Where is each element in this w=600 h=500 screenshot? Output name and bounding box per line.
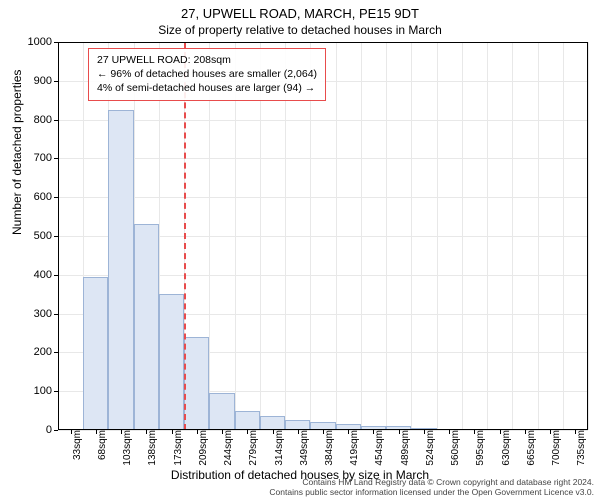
x-tick-label: 489sqm <box>396 430 411 466</box>
annotation-line-3: 4% of semi-detached houses are larger (9… <box>97 81 317 95</box>
x-tick-label: 349sqm <box>295 430 310 466</box>
x-tick-label: 244sqm <box>219 430 234 466</box>
chart-plot-area: 0100200300400500600700800900100033sqm68s… <box>58 42 588 430</box>
y-axis-line <box>58 42 59 430</box>
x-tick-label: 700sqm <box>547 430 562 466</box>
x-tick-label: 454sqm <box>370 430 385 466</box>
grid-line-h <box>58 197 588 198</box>
histogram-bar <box>209 393 234 430</box>
y-tick-label: 100 <box>34 385 58 397</box>
x-tick-label: 138sqm <box>143 430 158 466</box>
x-tick-label: 279sqm <box>244 430 259 466</box>
histogram-bar <box>108 110 133 430</box>
x-tick-label: 560sqm <box>446 430 461 466</box>
y-tick-label: 600 <box>34 191 58 203</box>
chart-subtitle: Size of property relative to detached ho… <box>0 21 600 37</box>
annotation-line-1: 27 UPWELL ROAD: 208sqm <box>97 53 317 67</box>
x-tick-label: 524sqm <box>421 430 436 466</box>
histogram-bar <box>159 294 184 430</box>
annotation-box: 27 UPWELL ROAD: 208sqm← 96% of detached … <box>88 48 326 101</box>
y-tick-label: 400 <box>34 269 58 281</box>
grid-line-v <box>588 42 589 430</box>
histogram-bar <box>83 277 108 430</box>
x-tick-label: 103sqm <box>118 430 133 466</box>
x-tick-label: 33sqm <box>68 430 83 460</box>
y-tick-label: 900 <box>34 75 58 87</box>
x-tick-label: 735sqm <box>572 430 587 466</box>
grid-line-v <box>512 42 513 430</box>
grid-line-v <box>462 42 463 430</box>
grid-line-v <box>487 42 488 430</box>
y-tick-label: 700 <box>34 152 58 164</box>
y-tick-label: 0 <box>46 424 58 436</box>
footer-line-1: Contains HM Land Registry data © Crown c… <box>269 477 594 488</box>
x-tick-label: 173sqm <box>169 430 184 466</box>
histogram-bar <box>235 411 260 430</box>
grid-line-v <box>386 42 387 430</box>
grid-line-v <box>538 42 539 430</box>
x-tick-label: 209sqm <box>194 430 209 466</box>
y-tick-label: 1000 <box>28 36 58 48</box>
grid-line-h <box>58 120 588 121</box>
x-tick-label: 630sqm <box>497 430 512 466</box>
x-tick-label: 665sqm <box>522 430 537 466</box>
grid-line-v <box>361 42 362 430</box>
x-tick-label: 68sqm <box>93 430 108 460</box>
grid-line-h <box>58 158 588 159</box>
x-axis-line <box>58 429 588 430</box>
y-tick-label: 300 <box>34 308 58 320</box>
x-tick-label: 419sqm <box>345 430 360 466</box>
y-tick-label: 200 <box>34 346 58 358</box>
chart-title: 27, UPWELL ROAD, MARCH, PE15 9DT <box>0 0 600 21</box>
footer-attribution: Contains HM Land Registry data © Crown c… <box>269 477 594 498</box>
footer-line-2: Contains public sector information licen… <box>269 487 594 498</box>
histogram-bar <box>134 224 159 430</box>
annotation-line-2: ← 96% of detached houses are smaller (2,… <box>97 67 317 81</box>
histogram-bar <box>260 416 285 430</box>
x-tick-label: 314sqm <box>270 430 285 466</box>
y-axis-label: Number of detached properties <box>10 70 24 235</box>
right-axis-line <box>587 42 588 430</box>
grid-line-v <box>336 42 337 430</box>
top-axis-line <box>58 42 588 43</box>
grid-line-v <box>563 42 564 430</box>
histogram-bar <box>184 337 209 430</box>
y-tick-label: 500 <box>34 230 58 242</box>
x-tick-label: 384sqm <box>320 430 335 466</box>
grid-line-v <box>437 42 438 430</box>
grid-line-v <box>411 42 412 430</box>
x-tick-label: 595sqm <box>471 430 486 466</box>
y-tick-label: 800 <box>34 114 58 126</box>
